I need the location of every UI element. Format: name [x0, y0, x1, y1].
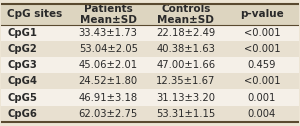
Text: CpG sites: CpG sites [7, 9, 62, 19]
Text: Patients
Mean±SD: Patients Mean±SD [80, 4, 136, 25]
Text: <0.001: <0.001 [244, 28, 280, 38]
Text: <0.001: <0.001 [244, 76, 280, 86]
Text: <0.001: <0.001 [244, 44, 280, 54]
Text: 31.13±3.20: 31.13±3.20 [156, 92, 215, 103]
Bar [1, 89, 299, 106]
Bar [1, 57, 299, 73]
Text: 53.31±1.15: 53.31±1.15 [156, 109, 215, 119]
Bar [1, 4, 299, 25]
Text: 33.43±1.73: 33.43±1.73 [79, 28, 138, 38]
Text: CpG5: CpG5 [7, 92, 37, 103]
Text: 53.04±2.05: 53.04±2.05 [79, 44, 138, 54]
Text: CpG6: CpG6 [7, 109, 37, 119]
Text: 22.18±2.49: 22.18±2.49 [156, 28, 215, 38]
Text: 40.38±1.63: 40.38±1.63 [156, 44, 215, 54]
Text: p-value: p-value [240, 9, 284, 19]
Text: 45.06±2.01: 45.06±2.01 [79, 60, 138, 70]
Bar [1, 41, 299, 57]
Bar [1, 73, 299, 89]
Text: 0.004: 0.004 [248, 109, 276, 119]
Text: 24.52±1.80: 24.52±1.80 [79, 76, 138, 86]
Bar [1, 25, 299, 41]
Text: CpG1: CpG1 [7, 28, 37, 38]
Text: CpG4: CpG4 [7, 76, 37, 86]
Text: Controls
Mean±SD: Controls Mean±SD [158, 4, 214, 25]
Bar [1, 106, 299, 122]
Text: 12.35±1.67: 12.35±1.67 [156, 76, 215, 86]
Text: 0.459: 0.459 [248, 60, 276, 70]
Text: 47.00±1.66: 47.00±1.66 [156, 60, 215, 70]
Text: CpG3: CpG3 [7, 60, 37, 70]
Text: CpG2: CpG2 [7, 44, 37, 54]
Text: 0.001: 0.001 [248, 92, 276, 103]
Text: 62.03±2.75: 62.03±2.75 [79, 109, 138, 119]
Text: 46.91±3.18: 46.91±3.18 [79, 92, 138, 103]
